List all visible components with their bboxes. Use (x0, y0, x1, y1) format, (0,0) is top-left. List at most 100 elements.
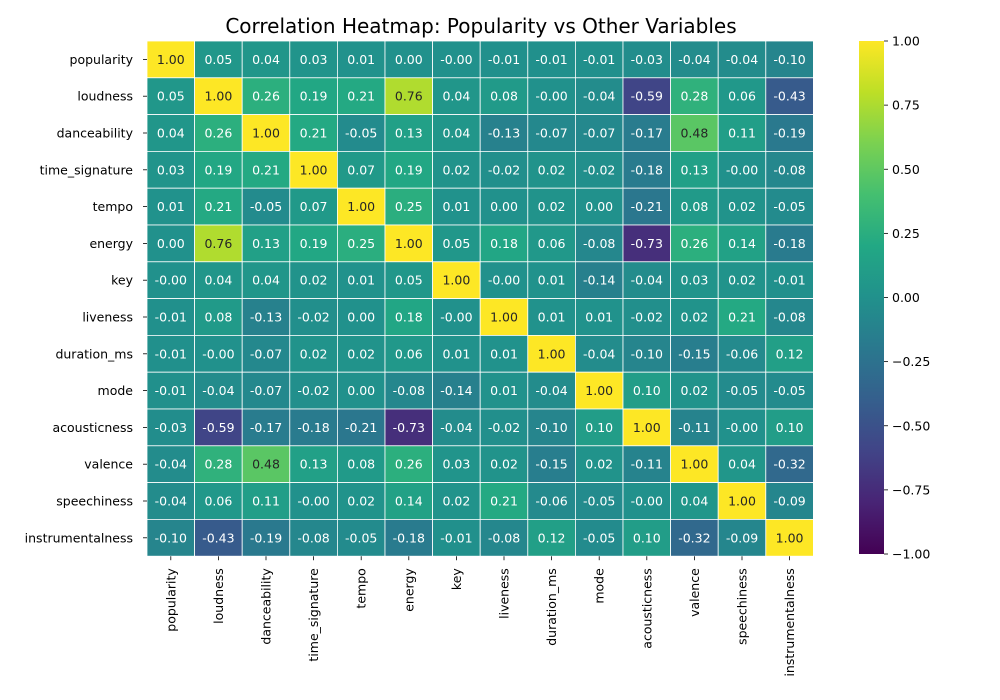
heatmap-cell (432, 408, 481, 447)
heatmap-cell (146, 519, 195, 557)
heatmap-cell (289, 261, 338, 299)
row-label: duration_ms (55, 346, 133, 361)
heatmap-cell (194, 40, 243, 79)
heatmap-cell (527, 224, 576, 263)
cell-value-label: -0.08 (583, 236, 615, 251)
cell-value-label: 0.21 (728, 310, 756, 325)
heatmap-cell (336, 408, 386, 447)
cell-value-label: 0.19 (300, 89, 328, 104)
cell-value-label: 0.04 (204, 273, 232, 288)
heatmap-cell (765, 371, 814, 410)
heatmap-cell (527, 114, 576, 152)
heatmap-cell (670, 187, 719, 226)
cell-value-label: -0.10 (535, 420, 567, 435)
cell-value-label: 0.13 (300, 457, 328, 472)
heatmap-cell (146, 334, 195, 373)
cell-value-label: -0.15 (535, 457, 567, 472)
colorbar: 1.00 0.75 0.50 0.25 0.00 −0.25 −0.50 −0.75 −1.00 (859, 34, 930, 562)
cell-value-label: 0.18 (490, 236, 518, 251)
cell-value-label: 0.04 (728, 457, 756, 472)
cell-value-label: 0.10 (633, 383, 661, 398)
cell-value-label: 0.05 (442, 236, 470, 251)
heatmap-cell (670, 114, 719, 152)
cell-value-label: 1.00 (776, 530, 804, 545)
heatmap-cell (194, 298, 243, 336)
cell-value-label: 0.02 (347, 494, 375, 509)
cell-value-label: 0.00 (490, 199, 518, 214)
cell-value-label: -0.05 (345, 530, 377, 545)
cell-value-label: -0.00 (202, 346, 234, 361)
heatmap-cells: 1.00 0.05 0.04 0.03 0.01 0.00 -0.00 -0.01 -0.01-… (146, 40, 814, 557)
row-label: energy (89, 236, 133, 251)
cell-value-label: -0.11 (631, 457, 663, 472)
cell-value-label: -0.73 (393, 420, 425, 435)
cell-value-label: 0.02 (300, 346, 328, 361)
heatmap-cell (622, 187, 671, 226)
row-label: danceability (57, 126, 134, 141)
heatmap-cell (194, 224, 243, 263)
cell-value-label: 0.02 (728, 199, 756, 214)
cell-value-label: 0.02 (585, 457, 613, 472)
heatmap-cell (670, 371, 719, 410)
cell-value-label: -0.08 (773, 162, 805, 177)
cell-value-label: -0.08 (393, 383, 425, 398)
heatmap-cell (241, 114, 291, 152)
heatmap-cell (336, 298, 386, 336)
heatmap-cell (241, 40, 291, 79)
cell-value-label: -0.05 (726, 383, 758, 398)
cell-value-label: -0.01 (488, 52, 520, 67)
cell-value-label: 0.00 (157, 236, 185, 251)
heatmap-cell (241, 150, 291, 189)
heatmap-cell (432, 519, 481, 557)
heatmap-cell (289, 298, 338, 336)
heatmap-cell (765, 150, 814, 189)
heatmap-cell (384, 298, 433, 336)
cell-value-label: 0.05 (395, 273, 423, 288)
heatmap-cell (241, 408, 291, 447)
cell-value-label: -0.01 (773, 273, 805, 288)
heatmap-cell (146, 445, 195, 483)
heatmap-cell (527, 408, 576, 447)
heatmap-cell (336, 150, 386, 189)
heatmap-cell (670, 408, 719, 447)
heatmap-cell (241, 261, 291, 299)
cell-value-label: -0.00 (726, 420, 758, 435)
cell-value-label: -0.02 (488, 420, 520, 435)
heatmap-cell (146, 114, 195, 152)
cell-value-label: 0.12 (538, 530, 566, 545)
heatmap-cell (384, 334, 433, 373)
heatmap-cell (241, 77, 291, 116)
cell-value-label: 0.01 (585, 310, 613, 325)
cell-value-label: 0.07 (300, 199, 328, 214)
heatmap-cell (289, 77, 338, 116)
heatmap-cell (479, 40, 529, 79)
heatmap-cell (336, 187, 386, 226)
heatmap-cell (479, 150, 529, 189)
heatmap-cell (384, 224, 433, 263)
cell-value-label: -0.15 (678, 346, 710, 361)
cell-value-label: -0.01 (440, 530, 472, 545)
cell-value-label: 0.06 (204, 494, 232, 509)
row-label: mode (98, 383, 134, 398)
cell-value-label: -0.14 (583, 273, 615, 288)
heatmap-cell (765, 187, 814, 226)
cell-value-label: -0.00 (488, 273, 520, 288)
cell-value-label: -0.04 (202, 383, 234, 398)
cell-value-label: 0.05 (157, 89, 185, 104)
colorbar-tick-label: 0.00 (892, 290, 920, 305)
heatmap-cell (622, 150, 671, 189)
cell-value-label: 0.01 (490, 346, 518, 361)
heatmap-cell (527, 445, 576, 483)
heatmap-cell (622, 114, 671, 152)
cell-value-label: 0.26 (252, 89, 280, 104)
cell-value-label: 1.00 (347, 199, 375, 214)
cell-value-label: 0.25 (347, 236, 375, 251)
row-label: loudness (77, 89, 133, 104)
heatmap-cell (384, 371, 433, 410)
heatmap-cell (717, 519, 767, 557)
colorbar-tick-label: 0.25 (892, 226, 920, 241)
heatmap-cell (432, 261, 481, 299)
cell-value-label: 0.08 (347, 457, 375, 472)
cell-value-label: -0.21 (631, 199, 663, 214)
cell-value-label: 0.10 (776, 420, 804, 435)
